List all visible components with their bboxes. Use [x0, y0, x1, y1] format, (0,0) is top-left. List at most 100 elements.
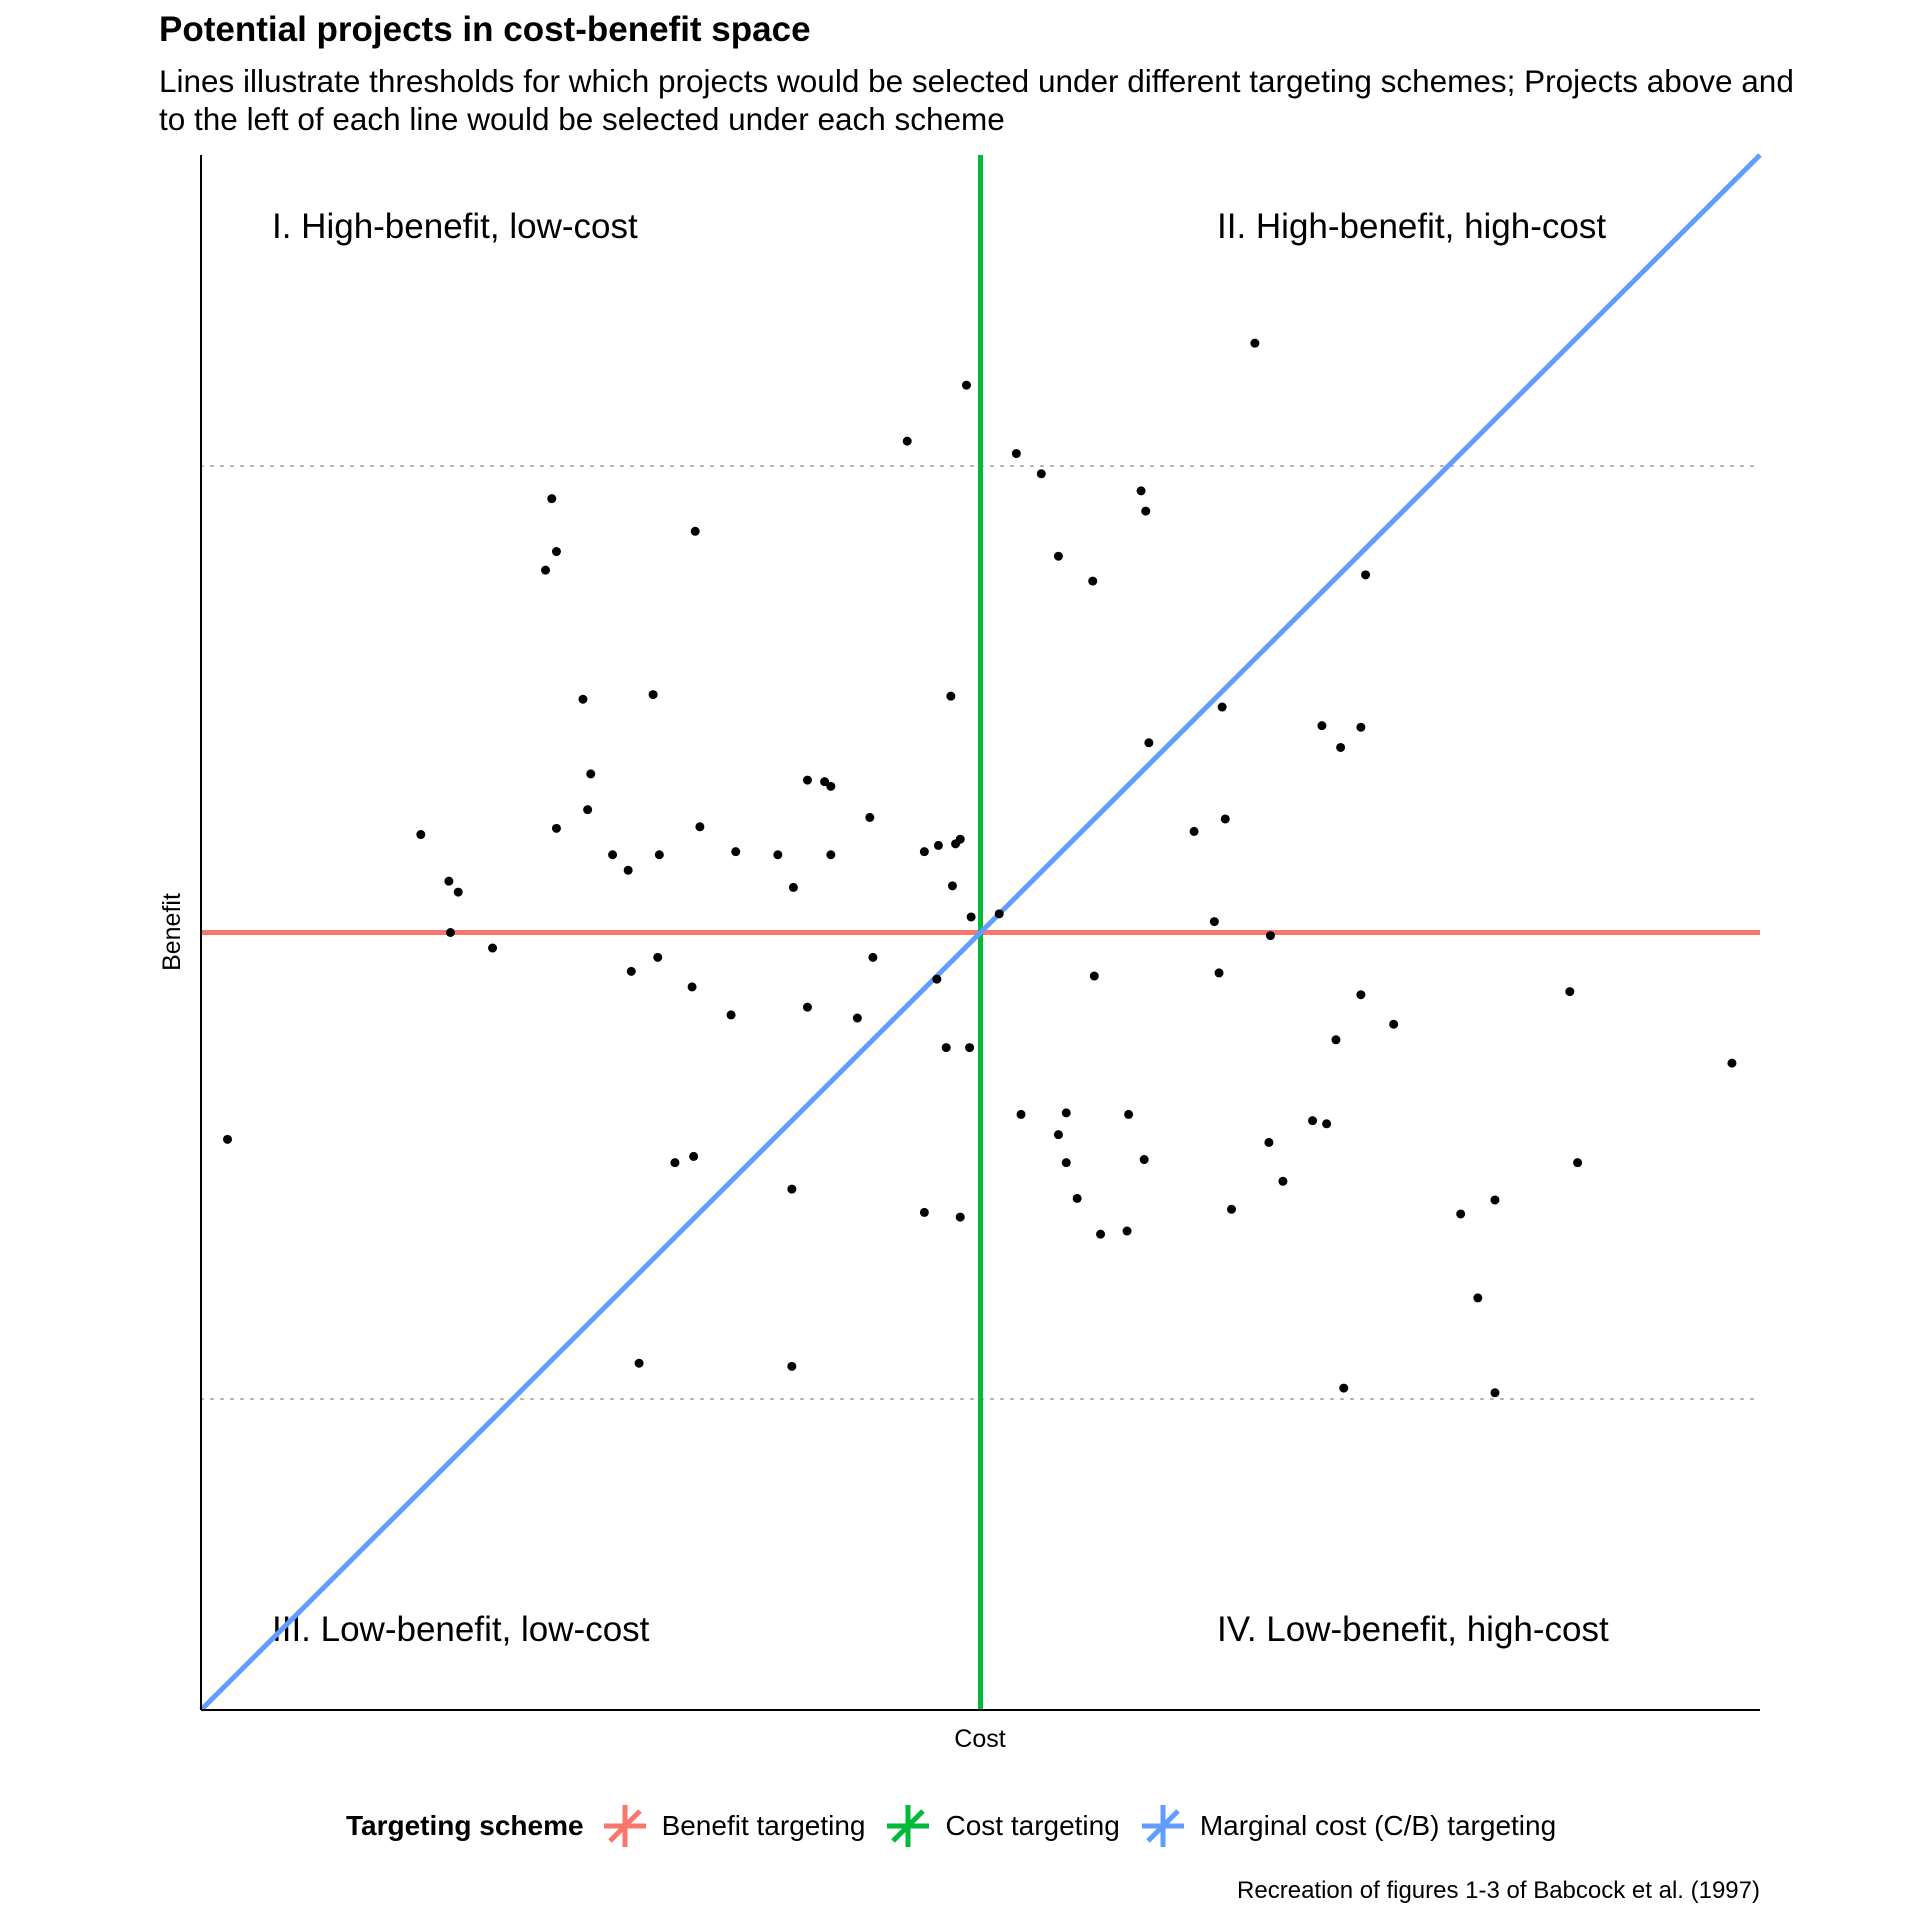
data-point: [1456, 1209, 1466, 1219]
data-point: [488, 943, 498, 953]
data-point: [933, 840, 943, 850]
data-point: [826, 850, 836, 860]
data-point: [787, 1184, 797, 1194]
data-point: [1141, 506, 1151, 516]
legend-item-cost-targeting: Cost targeting: [883, 1801, 1120, 1851]
data-point: [634, 1358, 644, 1368]
data-point: [1727, 1058, 1737, 1068]
data-point: [654, 850, 664, 860]
data-point: [1473, 1293, 1483, 1303]
data-point: [731, 847, 741, 857]
data-point: [416, 830, 426, 840]
data-point: [1122, 1226, 1132, 1236]
data-point: [1265, 931, 1275, 941]
data-point: [726, 1010, 736, 1020]
threshold-lines: [199, 153, 1762, 1712]
data-point: [583, 805, 593, 815]
data-point: [802, 1002, 812, 1012]
data-point: [788, 882, 798, 892]
data-point: [1124, 1109, 1134, 1119]
data-point: [648, 690, 658, 700]
data-point: [932, 974, 942, 984]
legend-key-cost-asterisk-icon: [887, 1805, 930, 1847]
data-point: [547, 494, 557, 504]
data-point: [1016, 1109, 1026, 1119]
data-point: [1317, 721, 1327, 731]
data-point: [802, 775, 812, 785]
data-point: [1061, 1158, 1071, 1168]
data-point: [578, 694, 588, 704]
y-axis-title: Benefit: [158, 893, 186, 971]
data-point: [1361, 570, 1371, 580]
data-point: [1356, 990, 1366, 1000]
legend-label-benefit-targeting: Benefit targeting: [661, 1810, 866, 1841]
data-point: [551, 547, 561, 557]
data-point: [919, 847, 929, 857]
data-point: [919, 1207, 929, 1217]
data-point: [1389, 1019, 1399, 1029]
legend-label-marginal-cost-targeting: Marginal cost (C/B) targeting: [1199, 1810, 1557, 1841]
threshold-line-diagonal: [199, 153, 1762, 1712]
data-point: [689, 1151, 699, 1161]
quadrant-label-1: I. High-benefit, low-cost: [272, 207, 638, 246]
quadrant-label-2: II. High-benefit, high-cost: [1217, 207, 1606, 246]
legend-item-marginal-cost-targeting: Marginal cost (C/B) targeting: [1138, 1801, 1556, 1851]
data-point: [623, 865, 633, 875]
data-points: [223, 338, 1737, 1398]
data-point: [966, 912, 976, 922]
asterisk-stroke: [607, 1809, 642, 1843]
data-point: [551, 823, 561, 833]
caption: Recreation of figures 1-3 of Babcock et …: [1237, 1877, 1760, 1904]
data-point: [946, 691, 956, 701]
data-point: [961, 380, 971, 390]
data-point: [1089, 971, 1099, 981]
data-point: [868, 952, 878, 962]
data-point: [1331, 1035, 1341, 1045]
data-point: [1278, 1176, 1288, 1186]
data-point: [695, 822, 705, 832]
data-point: [223, 1134, 233, 1144]
data-point: [955, 1212, 965, 1222]
quadrant-label-4: IV. Low-benefit, high-cost: [1217, 1610, 1609, 1649]
data-point: [690, 526, 700, 536]
data-point: [586, 769, 596, 779]
data-point: [947, 881, 957, 891]
data-point: [541, 565, 551, 575]
data-point: [902, 436, 912, 446]
data-point: [1217, 702, 1227, 712]
data-point: [1209, 917, 1219, 927]
data-point: [687, 982, 697, 992]
data-point: [1061, 1108, 1071, 1118]
legend-key-benefit-asterisk-icon: [603, 1805, 646, 1847]
data-point: [773, 850, 783, 860]
data-point: [1322, 1119, 1332, 1129]
data-point: [1490, 1388, 1500, 1398]
asterisk-stroke: [891, 1809, 926, 1843]
data-point: [1308, 1116, 1318, 1126]
data-point: [1565, 987, 1575, 997]
data-point: [1250, 338, 1260, 348]
data-point: [1072, 1193, 1082, 1203]
data-point: [1573, 1158, 1583, 1168]
data-point: [1189, 826, 1199, 836]
data-point: [1356, 722, 1366, 732]
asterisk-stroke: [1146, 1809, 1180, 1843]
data-point: [453, 887, 463, 897]
data-point: [1136, 486, 1146, 496]
data-point: [1226, 1204, 1236, 1214]
data-point: [1264, 1137, 1274, 1147]
axes: Cost Benefit: [158, 155, 1760, 1753]
data-point: [965, 1043, 975, 1053]
data-point: [955, 834, 965, 844]
data-point: [1011, 449, 1021, 459]
data-point: [1144, 738, 1154, 748]
data-point: [1036, 469, 1046, 479]
data-point: [1220, 814, 1230, 824]
x-axis-title: Cost: [954, 1725, 1005, 1753]
data-point: [1088, 576, 1098, 586]
chart-title: Potential projects in cost-benefit space: [159, 10, 811, 49]
legend: Targeting scheme Benefit targeting Cost …: [346, 1805, 1574, 1847]
data-point: [626, 966, 636, 976]
data-point: [852, 1013, 862, 1023]
